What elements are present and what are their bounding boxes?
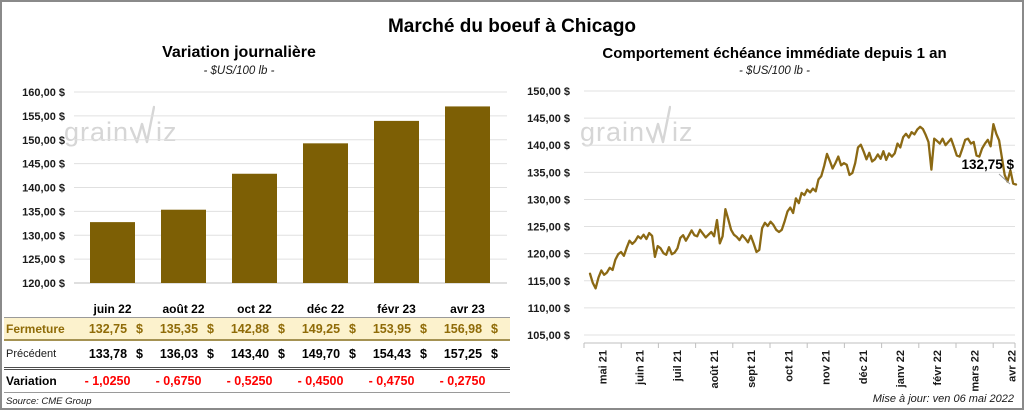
currency-symbol: $ — [420, 347, 427, 361]
currency-symbol: $ — [491, 321, 498, 336]
table-cell: - 0,4500 — [297, 374, 344, 388]
bar-déc 22 — [303, 143, 348, 283]
y-axis-tick-label: 135,00 $ — [22, 206, 65, 218]
table-cell: 154,43 $ — [372, 347, 427, 361]
table-cell: 136,03 $ — [159, 347, 214, 361]
quotes-table: juin 22 août 22 oct 22 déc 22 févr 23 avr 23 F… — [4, 300, 510, 407]
y-axis-tick-label: 150,00 $ — [22, 135, 65, 147]
x-axis-month-label: sept 21 — [746, 350, 758, 388]
x-axis-month-label: nov 21 — [821, 350, 833, 385]
y-axis-tick-label: 135,00 $ — [527, 167, 570, 179]
y-axis-tick-label: 120,00 $ — [22, 278, 65, 290]
table-row-fermeture: Fermeture 132,75 $ 135,35 $ 142,88 $ 149,25 $ 153… — [4, 317, 510, 341]
table-row-variation: Variation - 1,0250 - 0,6750 - 0,5250 - 0,450… — [4, 367, 510, 393]
x-axis-month-label: juin 21 — [635, 350, 647, 386]
update-note: Mise à jour: ven 06 mai 2022 — [872, 393, 1014, 405]
currency-symbol: $ — [136, 321, 143, 336]
price-line — [588, 122, 1018, 290]
table-cell: - 1,0250 — [84, 374, 131, 388]
table-cell: 153,95 $ — [372, 321, 427, 336]
table-cell: - 0,4750 — [368, 374, 415, 388]
column-header: août 22 — [162, 301, 205, 316]
row-label: Précédent — [6, 348, 57, 360]
page-title: Marché du boeuf à Chicago — [387, 16, 637, 37]
x-axis-month-label: janv 22 — [895, 350, 907, 388]
y-axis-tick-label: 130,00 $ — [527, 194, 570, 206]
currency-symbol: $ — [349, 321, 356, 336]
table-cell: 149,25 $ — [301, 321, 356, 336]
bar-avr 23 — [445, 106, 490, 283]
x-axis-month-label: févr 22 — [932, 350, 944, 385]
column-header: févr 23 — [377, 301, 416, 316]
table-cell: - 0,2750 — [439, 374, 486, 388]
x-axis-month-label: avr 22 — [1007, 350, 1019, 382]
y-axis-tick-label: 110,00 $ — [528, 303, 570, 315]
x-axis-month-label: mars 22 — [969, 350, 981, 392]
line-chart-title: Comportement échéance immédiate depuis 1… — [602, 45, 947, 62]
currency-symbol: $ — [207, 321, 214, 336]
currency-symbol: $ — [491, 347, 498, 361]
y-axis-tick-label: 150,00 $ — [527, 86, 570, 98]
y-axis-tick-label: 155,00 $ — [22, 111, 65, 123]
table-cell: 143,40 $ — [230, 347, 285, 361]
y-axis-tick-label: 125,00 $ — [22, 254, 65, 266]
bar-chart-subtitle: - $US/100 lb - — [203, 65, 275, 77]
y-axis-tick-label: 130,00 $ — [22, 230, 65, 242]
table-cell: 157,25 $ — [443, 347, 498, 361]
table-row-precedent: Précédent 133,78 $ 136,03 $ 143,40 $ 149,70 $ 154… — [4, 341, 510, 367]
row-label: Variation — [6, 374, 57, 388]
x-axis-month-label: août 21 — [709, 350, 721, 389]
line-chart-svg: 105,00 $ 110,00 $ 115,00 $ 120,00 $ 125,00 $… — [527, 86, 1019, 392]
x-axis-month-label: oct 21 — [783, 350, 795, 382]
table-cell: 149,70 $ — [301, 347, 356, 361]
column-header: juin 22 — [93, 301, 132, 316]
column-header: déc 22 — [306, 301, 345, 316]
y-axis-tick-label: 125,00 $ — [527, 222, 570, 234]
column-header: avr 23 — [450, 301, 485, 316]
currency-symbol: $ — [278, 321, 285, 336]
last-price-label: 132,75 $ — [961, 157, 1014, 172]
y-axis-tick-label: 115,00 $ — [528, 276, 570, 288]
table-cell: 133,78 $ — [88, 347, 143, 361]
currency-symbol: $ — [349, 347, 356, 361]
y-axis-tick-label: 145,00 $ — [22, 159, 65, 171]
x-axis-month-label: juil 21 — [672, 350, 684, 382]
column-header: oct 22 — [237, 301, 272, 316]
table-cell: 132,75 $ — [88, 321, 143, 336]
y-axis-tick-label: 140,00 $ — [22, 183, 65, 195]
currency-symbol: $ — [420, 321, 427, 336]
bar-chart-title: Variation journalière — [162, 44, 316, 61]
y-axis-tick-label: 105,00 $ — [527, 330, 570, 342]
row-label: Fermeture — [6, 321, 65, 336]
line-chart-subtitle: - $US/100 lb - — [739, 65, 810, 77]
currency-symbol: $ — [278, 347, 285, 361]
table-cell: - 0,5250 — [226, 374, 273, 388]
currency-symbol: $ — [136, 347, 143, 361]
y-axis-tick-label: 160,00 $ — [22, 87, 65, 99]
table-cell: - 0,6750 — [155, 374, 202, 388]
table-cell: 135,35 $ — [159, 321, 214, 336]
table-cell: 142,88 $ — [230, 321, 285, 336]
bar-août 22 — [161, 209, 206, 283]
bar-oct 22 — [232, 173, 277, 283]
currency-symbol: $ — [207, 347, 214, 361]
y-axis-tick-label: 140,00 $ — [527, 140, 570, 152]
bar-chart-svg: 120,00 $ 125,00 $ 130,00 $ 135,00 $ 140,00 $… — [22, 87, 507, 290]
y-axis-tick-label: 145,00 $ — [527, 113, 570, 125]
table-header-row: juin 22 août 22 oct 22 déc 22 févr 23 avr 23 — [4, 300, 510, 317]
table-cell: 156,98 $ — [443, 321, 498, 336]
bar-févr 23 — [374, 120, 419, 283]
x-axis-month-label: mai 21 — [597, 350, 609, 384]
end-label-leader — [998, 173, 1011, 185]
x-axis-month-label: déc 21 — [858, 350, 870, 384]
y-axis-tick-label: 120,00 $ — [527, 249, 570, 261]
bar-juin 22 — [90, 222, 135, 283]
source-note: Source: CME Group — [6, 396, 92, 407]
